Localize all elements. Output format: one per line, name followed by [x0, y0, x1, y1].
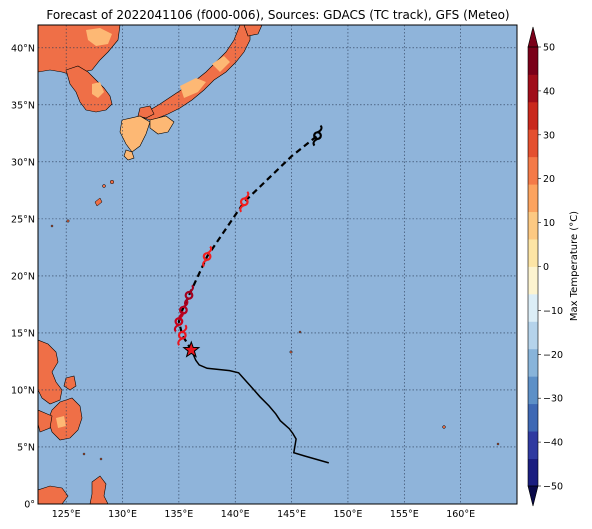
colorbar-tick-label: 10	[543, 218, 555, 229]
colorbar-tick-label: −50	[543, 482, 563, 493]
lon-tick-label: 130°E	[108, 509, 137, 520]
colorbar-segment	[528, 266, 538, 295]
colorbar-tick-label: 20	[543, 174, 555, 185]
lon-tick-labels: 125°E 130°E 135°E 140°E 145°E 150°E 155°E 160°E	[52, 509, 475, 520]
colorbar-segment	[528, 101, 538, 130]
colorbar-tick-label: −20	[543, 350, 563, 361]
land-philippines	[38, 339, 83, 441]
colorbar-tick-label: 0	[543, 262, 549, 273]
lat-tick-labels: 0° 5°N 10°N 15°N 20°N 25°N 30°N 35°N 40°N	[11, 43, 35, 510]
lon-tick-label: 145°E	[277, 509, 306, 520]
gridlines	[38, 25, 517, 504]
lat-tick-label: 35°N	[11, 100, 35, 111]
colorbar-segment	[528, 376, 538, 405]
lat-tick-label: 25°N	[11, 214, 35, 225]
colorbar-max-extend	[527, 26, 539, 48]
lat-tick-label: 10°N	[11, 385, 35, 396]
lat-tick-label: 40°N	[11, 43, 35, 54]
colorbar-segment	[528, 74, 538, 103]
colorbar-segment	[528, 348, 538, 377]
colorbar-tick-labels: −50 −40 −30 −20 −10 0 10 20 30 40 50	[538, 43, 563, 493]
forecast-track-line	[177, 134, 319, 351]
colorbar-tick-label: −30	[543, 394, 563, 405]
land-south	[38, 475, 109, 504]
lon-tick-label: 150°E	[333, 509, 362, 520]
lon-tick-label: 140°E	[221, 509, 250, 520]
cyclone-symbol-icon	[184, 284, 194, 307]
land-japan	[119, 25, 263, 161]
map-title: Forecast of 2022041106 (f000-006), Sourc…	[46, 8, 509, 22]
map-area	[38, 25, 517, 504]
colorbar-segment	[528, 321, 538, 350]
colorbar-segment	[528, 184, 538, 213]
lon-tick-label: 135°E	[164, 509, 193, 520]
land-korea	[38, 25, 121, 113]
current-position-star	[182, 340, 201, 358]
past-track-line	[190, 349, 330, 464]
colorbar-min-extend	[527, 485, 539, 507]
lon-tick-label: 160°E	[446, 509, 475, 520]
lon-tick-label: 125°E	[52, 509, 81, 520]
cyclone-symbol-icon	[312, 124, 323, 147]
colorbar-segment	[528, 129, 538, 158]
colorbar-segment	[528, 293, 538, 322]
forecast-symbols	[173, 124, 323, 346]
cyclone-symbol-icon	[239, 191, 250, 213]
lat-tick-label: 15°N	[11, 328, 35, 339]
lat-tick-label: 5°N	[17, 442, 35, 453]
colorbar	[527, 26, 539, 507]
colorbar-tick-label: −10	[543, 306, 563, 317]
cyclone-symbol-icon	[177, 324, 188, 346]
map-frame	[37, 24, 518, 505]
colorbar-segment	[528, 403, 538, 432]
islands	[50, 179, 500, 461]
colorbar-segment	[528, 458, 538, 487]
colorbar-segment	[528, 156, 538, 185]
colorbar-tick-label: 40	[543, 86, 555, 97]
colorbar-label: Max Temperature (°C)	[569, 211, 580, 321]
cyclone-symbol-icon	[202, 245, 213, 268]
lat-tick-label: 0°	[24, 500, 35, 511]
colorbar-tick-label: 30	[543, 130, 555, 141]
lat-tick-label: 30°N	[11, 157, 35, 168]
colorbar-segment	[528, 239, 538, 267]
lon-tick-label: 155°E	[390, 509, 419, 520]
colorbar-segment	[528, 47, 538, 75]
colorbar-tick-label: −40	[543, 438, 563, 449]
colorbar-tick-label: 50	[543, 43, 555, 54]
colorbar-segment	[528, 211, 538, 240]
lat-tick-label: 20°N	[11, 271, 35, 282]
colorbar-segment	[528, 431, 538, 459]
